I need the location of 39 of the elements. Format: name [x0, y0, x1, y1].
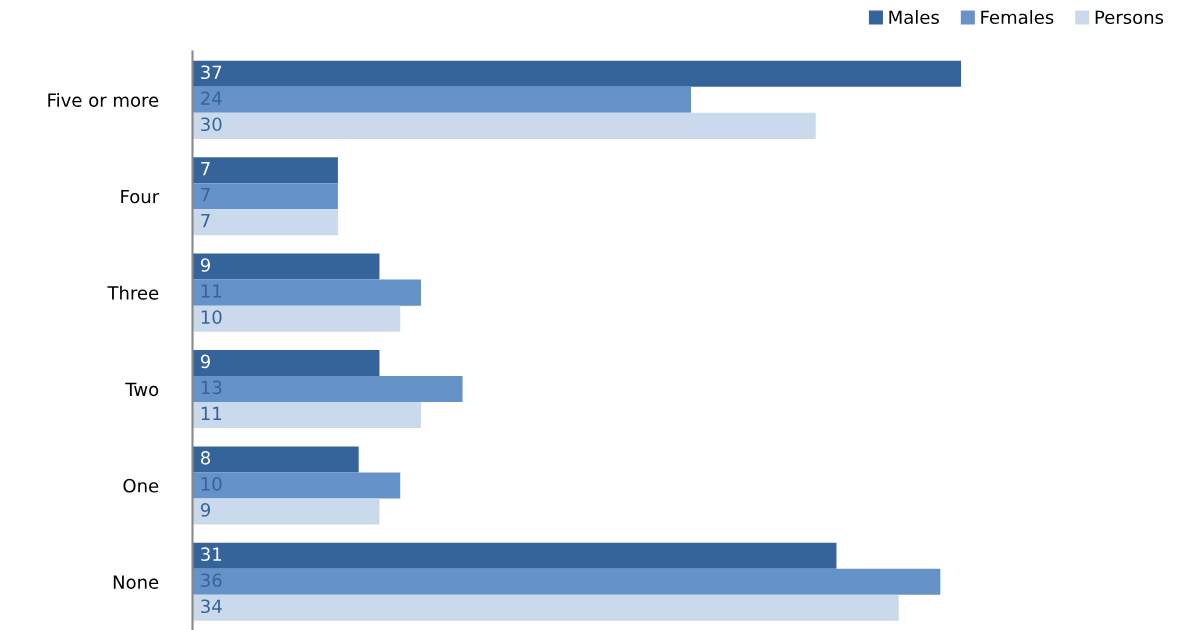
- bar: [192, 253, 380, 280]
- data-label: 37: [201, 65, 222, 80]
- y-tick-label: One: [123, 478, 159, 493]
- bar: [192, 402, 421, 429]
- bar: [192, 542, 837, 569]
- y-tick-label: Three: [107, 285, 159, 300]
- bar: [192, 157, 338, 184]
- bar: [192, 498, 380, 525]
- data-label: 34: [201, 599, 222, 614]
- bar: [192, 209, 338, 236]
- bar: [192, 305, 401, 332]
- bar: [192, 60, 962, 87]
- bar: [192, 472, 401, 499]
- bar: [192, 86, 692, 113]
- y-tick-label: Five or more: [48, 93, 159, 107]
- bar: [192, 279, 421, 306]
- data-label: 11: [201, 406, 222, 421]
- bar: [192, 183, 338, 210]
- data-label: 9: [200, 354, 210, 369]
- data-label: 31: [201, 547, 222, 562]
- bar: [192, 568, 941, 595]
- bar: [192, 376, 463, 403]
- legend-label: Females: [981, 10, 1054, 25]
- data-label: 7: [201, 162, 210, 176]
- y-tick-label: None: [113, 575, 159, 589]
- legend-label: Males: [889, 10, 939, 25]
- data-label: 30: [201, 117, 222, 132]
- bar: [192, 594, 899, 621]
- bar: [192, 112, 816, 139]
- legend-label: Persons: [1095, 10, 1164, 25]
- data-label: 8: [201, 450, 211, 465]
- data-label: 7: [201, 214, 210, 228]
- y-tick-label: Two: [125, 382, 159, 397]
- data-label: 9: [200, 258, 210, 272]
- bar: [192, 446, 359, 473]
- bar: [192, 349, 380, 377]
- y-tick-label: Four: [121, 189, 160, 204]
- data-label: 10: [201, 310, 222, 324]
- data-label: 9: [200, 503, 210, 517]
